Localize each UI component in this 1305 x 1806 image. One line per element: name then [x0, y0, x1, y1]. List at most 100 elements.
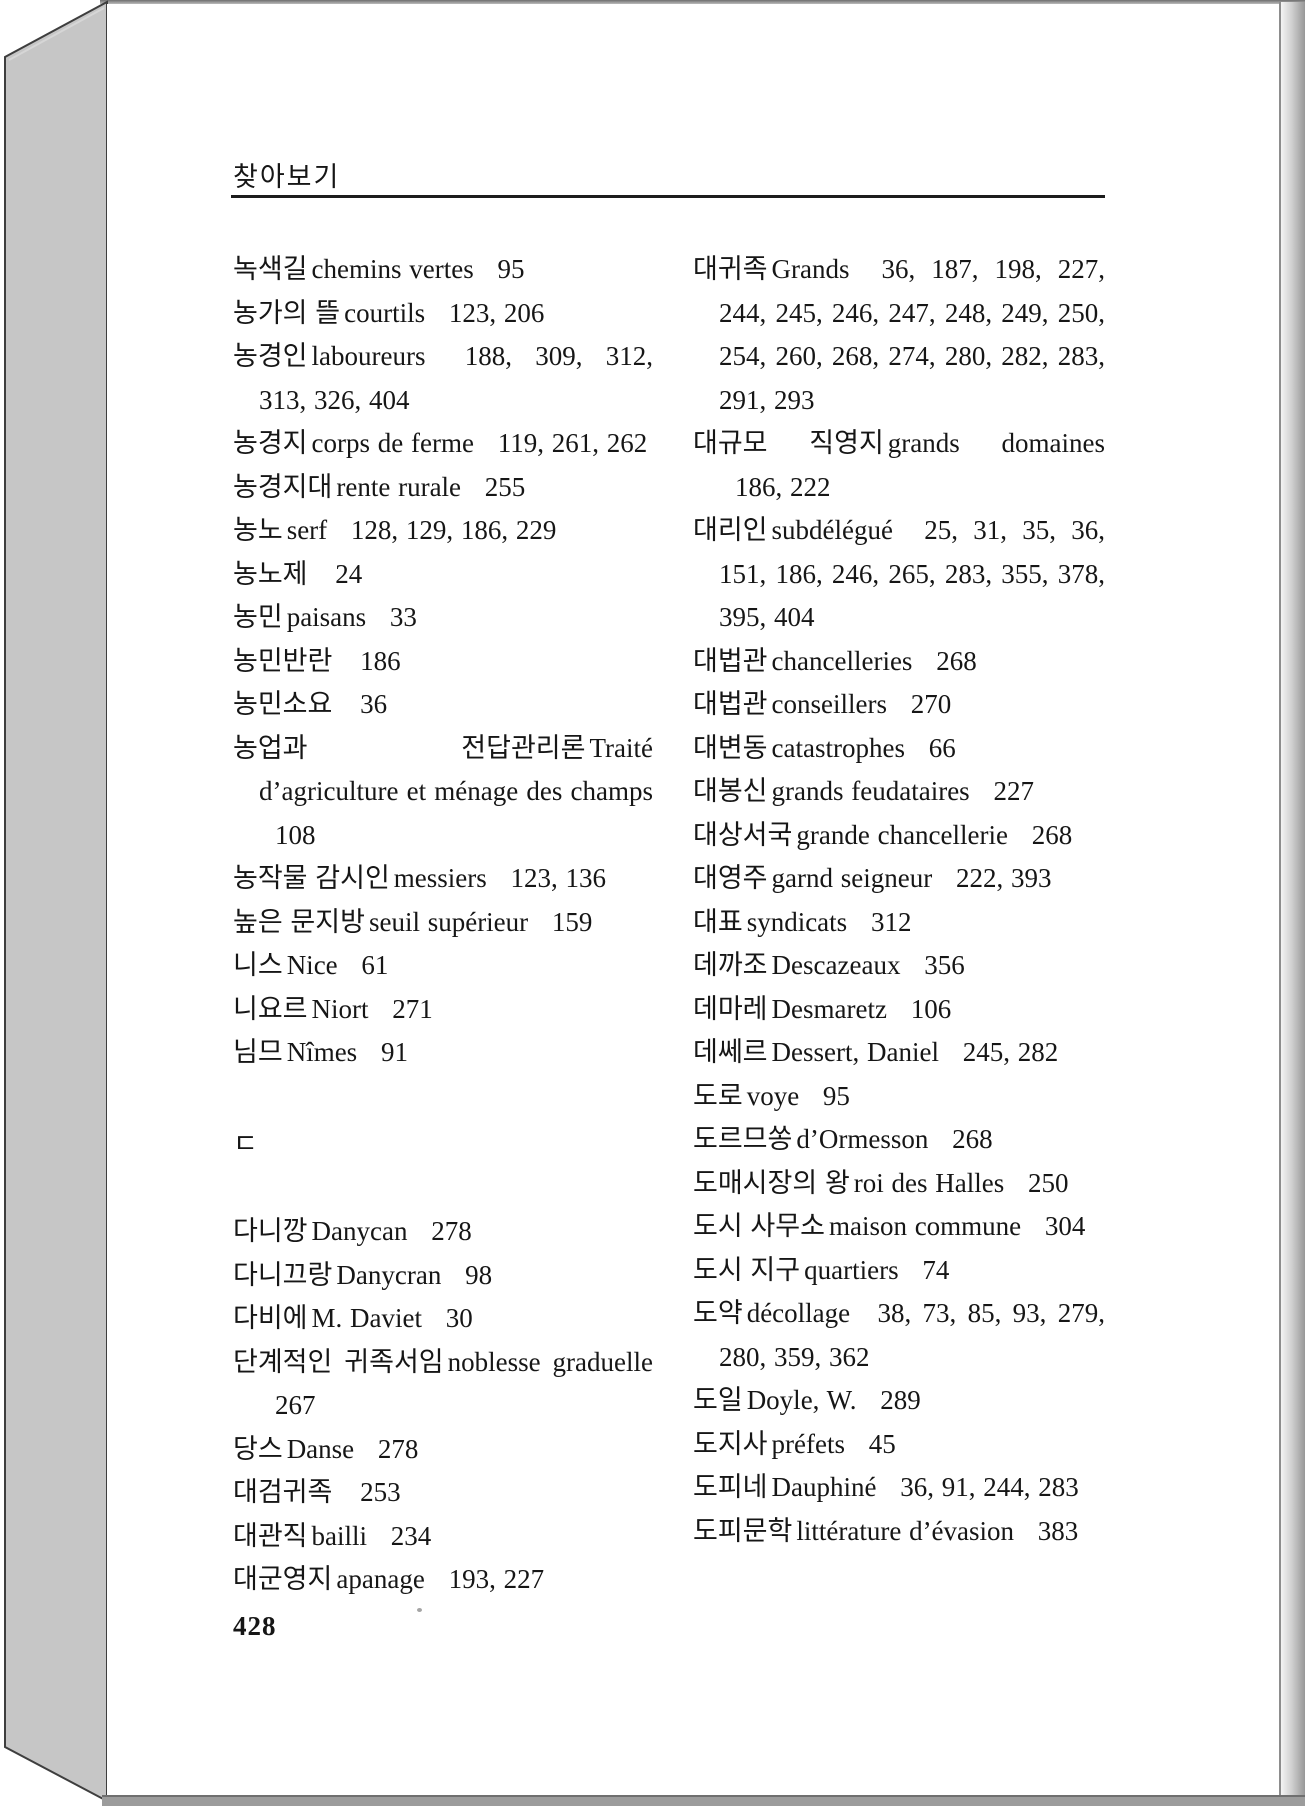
entry-page-numbers: 186	[360, 645, 401, 676]
entry-french-term: Danycan	[311, 1216, 408, 1246]
entry-french-term: chancelleries	[771, 645, 913, 676]
index-columns: 녹색길 chemins vertes 95 농가의 뜰 courtils 123, 2…	[233, 248, 1105, 1602]
entry-french-term: quartiers	[804, 1254, 899, 1285]
entry-french-term: grands feudataires	[771, 776, 970, 806]
entry-korean-term: 대관직	[233, 1520, 308, 1551]
entry-korean-term: 대표	[693, 906, 743, 937]
entry-korean-term: 도약	[693, 1298, 743, 1328]
book-left-edge	[4, 0, 108, 1803]
entry-korean-term: 도지사	[693, 1428, 768, 1459]
entry-french-term: seuil supérieur	[368, 906, 529, 937]
index-entry: 데쎄르 Dessert, Daniel 245, 282	[693, 1031, 1105, 1075]
entry-korean-term: 농가의 뜰	[233, 297, 341, 328]
entry-page-numbers: 234	[390, 1520, 432, 1551]
index-entry: 도시 사무소 maison commune 304	[693, 1205, 1105, 1249]
index-entry: 다니깡 Danycan 278	[233, 1210, 653, 1254]
entry-korean-term: 도르므쏭	[693, 1124, 793, 1154]
index-entry: 농민 paisans 33	[233, 596, 653, 640]
index-entry: 다니끄랑 Danycran 98	[233, 1254, 653, 1298]
entry-page-numbers: 267	[275, 1390, 316, 1420]
entry-page-numbers: 289	[880, 1385, 921, 1415]
index-entry: 도시 지구 quartiers 74	[693, 1249, 1105, 1293]
entry-korean-term: 농업과 전답관리론	[233, 732, 586, 763]
entry-korean-term: 도시 지구	[693, 1254, 801, 1285]
entry-page-numbers: 245, 282	[962, 1037, 1059, 1067]
entry-korean-term: 대군영지	[233, 1564, 333, 1594]
entry-page-numbers: 278	[377, 1433, 419, 1464]
entry-korean-term: 도시 사무소	[693, 1211, 825, 1241]
index-entry: 대관직 bailli 234	[233, 1515, 653, 1559]
entry-korean-term: 니요르	[233, 993, 308, 1024]
entry-french-term: subdélégué	[771, 515, 893, 545]
entry-page-numbers: 159	[551, 906, 593, 937]
entry-page-numbers: 119, 261, 262	[497, 428, 648, 458]
entry-page-numbers: 268	[1031, 819, 1073, 850]
entry-french-term: grands domaines	[887, 428, 1105, 458]
index-entry: 대표 syndicats 312	[693, 901, 1105, 945]
entry-french-term: paisans	[286, 602, 367, 632]
index-entry: 녹색길 chemins vertes 95	[233, 248, 653, 292]
index-entry: 도피네 Dauphiné 36, 91, 244, 283	[693, 1466, 1105, 1510]
entry-french-term: Danse	[286, 1433, 355, 1464]
entry-french-term: Danycran	[336, 1259, 442, 1290]
entry-korean-term: 대법관	[693, 689, 768, 719]
index-entry: 도일 Doyle, W. 289	[693, 1379, 1105, 1423]
entry-french-term: roi des Halles	[853, 1167, 1005, 1198]
index-entry: 도매시장의 왕 roi des Halles 250	[693, 1162, 1105, 1206]
index-entry: 다비에 M. Daviet 30	[233, 1297, 653, 1341]
entry-page-numbers: 383	[1037, 1515, 1079, 1546]
entry-korean-term: 당스	[233, 1433, 283, 1464]
entry-french-term: laboureurs	[311, 341, 426, 371]
entry-korean-term: 도피네	[693, 1472, 768, 1502]
entry-french-term: courtils	[344, 297, 426, 328]
entry-korean-term: 농민	[233, 602, 283, 632]
index-entry: 농업과 전답관리론 Traité d’agriculture et ménage …	[233, 727, 653, 858]
entry-page-numbers: 312	[870, 906, 912, 937]
index-entry: 대상서국 grande chancellerie 268	[693, 814, 1105, 858]
entry-french-term: littérature d’évasion	[796, 1515, 1015, 1546]
entry-korean-term: 농경인	[233, 341, 308, 371]
entry-korean-term: 대변동	[693, 732, 768, 763]
entry-page-numbers: 253	[360, 1477, 401, 1507]
index-entry: 대변동 catastrophes 66	[693, 727, 1105, 771]
book-right-edge	[1279, 2, 1305, 1798]
entry-page-numbers: 36, 187, 198, 227, 244, 245, 246, 247, 2…	[719, 254, 1106, 415]
index-entry: 농민반란 186	[233, 640, 653, 684]
entry-page-numbers: 123, 136	[510, 863, 607, 893]
entry-korean-term: 농작물 감시인	[233, 863, 390, 893]
entry-french-term: serf	[286, 515, 328, 545]
entry-french-term: noblesse graduelle	[447, 1346, 653, 1377]
entry-french-term: corps de ferme	[311, 428, 474, 458]
entry-korean-term: 도일	[693, 1385, 743, 1415]
index-entry: 대귀족 Grands 36, 187, 198, 227, 244, 245, 2…	[693, 248, 1105, 422]
entry-korean-term: 니스	[233, 950, 283, 980]
page-title: 찾아보기	[233, 162, 341, 192]
entry-page-numbers: 304	[1044, 1211, 1086, 1241]
entry-french-term: catastrophes	[771, 732, 905, 763]
entry-page-numbers: 356	[924, 950, 965, 980]
index-entry: 농민소요 36	[233, 683, 653, 727]
index-entry: 농노 serf 128, 129, 186, 229	[233, 509, 653, 553]
entry-french-term: Grands	[771, 254, 850, 284]
entry-korean-term: 데마레	[693, 993, 768, 1024]
scan-artifact-dot	[417, 1608, 422, 1612]
index-entry: 농가의 뜰 courtils 123, 206	[233, 292, 653, 336]
index-entry: 도르므쏭 d’Ormesson 268	[693, 1118, 1105, 1162]
entry-page-numbers: 38, 73, 85, 93, 279, 280, 359, 362	[719, 1298, 1106, 1372]
entry-french-term: voye	[746, 1080, 800, 1111]
index-entry: 데까조 Descazeaux 356	[693, 944, 1105, 988]
index-entry: 니요르 Niort 271	[233, 988, 653, 1032]
section-heading: ㄷ	[233, 1128, 258, 1159]
entry-page-numbers: 61	[361, 950, 389, 980]
entry-korean-term: 대영주	[693, 863, 768, 893]
page-number: 428	[233, 1611, 277, 1641]
entry-french-term: chemins vertes	[311, 254, 474, 284]
index-entry: 농작물 감시인 messiers 123, 136	[233, 857, 653, 901]
entry-korean-term: 대규모 직영지	[693, 428, 884, 458]
entry-korean-term: 다니끄랑	[233, 1259, 333, 1290]
entry-french-term: d’Ormesson	[796, 1124, 929, 1154]
book-left-edge-shape	[4, 0, 108, 1803]
entry-korean-term: 높은 문지방	[233, 906, 365, 937]
entry-korean-term: 단계적인 귀족서임	[233, 1346, 444, 1377]
entry-korean-term: 님므	[233, 1037, 283, 1067]
